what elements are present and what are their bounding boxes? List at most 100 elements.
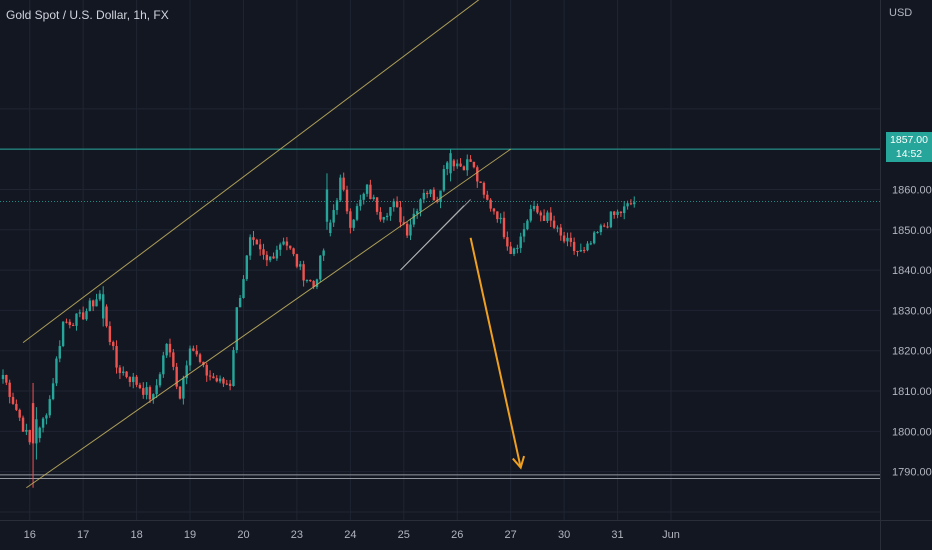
candle: [419, 198, 422, 217]
candle-body: [215, 378, 218, 382]
candle: [35, 407, 38, 460]
candle: [566, 232, 569, 247]
candle: [479, 181, 482, 184]
candle: [118, 365, 122, 380]
candle: [282, 237, 285, 246]
price-tick-label: 1790.00: [892, 467, 932, 479]
candle-body: [122, 371, 125, 373]
candle: [78, 309, 82, 318]
time-tick-label: 24: [344, 529, 356, 541]
candle: [255, 238, 259, 245]
candle: [613, 210, 616, 219]
candle: [536, 203, 539, 215]
candle: [592, 230, 596, 245]
candle: [482, 181, 486, 199]
candle: [142, 382, 145, 399]
candle: [579, 243, 583, 253]
candle-body: [613, 211, 616, 215]
candle: [208, 370, 212, 381]
candle: [91, 299, 95, 312]
candle-body: [362, 193, 365, 200]
candle-body: [592, 232, 596, 244]
candle: [132, 372, 135, 389]
candle: [395, 196, 399, 208]
candle-body: [138, 384, 142, 389]
candle-body: [225, 383, 228, 385]
candle-body: [35, 419, 38, 444]
candle: [516, 244, 519, 254]
candle: [439, 190, 442, 209]
candle: [606, 222, 609, 229]
candle-body: [446, 162, 449, 170]
time-tick-label: 31: [611, 529, 623, 541]
candle-body: [509, 246, 512, 254]
candle-body: [312, 281, 315, 287]
candle: [405, 221, 409, 239]
candle: [238, 295, 242, 308]
candle: [335, 198, 339, 215]
candle-body: [372, 197, 375, 199]
candle: [372, 194, 375, 201]
candle: [359, 194, 362, 211]
candle-body: [429, 189, 432, 195]
candle-body: [5, 375, 8, 383]
candle: [292, 247, 295, 257]
candle: [379, 207, 382, 222]
candle: [245, 254, 249, 282]
candle: [135, 374, 138, 388]
candle: [85, 308, 88, 321]
time-tick-label: 27: [505, 529, 517, 541]
candle-body: [272, 256, 275, 259]
candle: [329, 219, 332, 237]
candle: [242, 275, 245, 299]
candle: [355, 203, 359, 222]
candle-body: [616, 211, 619, 215]
candle-body: [352, 219, 355, 228]
candle: [25, 423, 28, 436]
candle-body: [175, 366, 178, 387]
candle-body: [626, 203, 629, 207]
candle-body: [375, 197, 379, 212]
candle: [472, 161, 476, 169]
candle: [456, 159, 459, 169]
candle: [102, 286, 105, 327]
candle: [125, 371, 128, 379]
candle-body: [606, 226, 609, 228]
candle: [432, 187, 436, 201]
candle-body: [456, 163, 459, 167]
candle: [429, 189, 432, 197]
candle: [155, 379, 158, 399]
candle-body: [155, 385, 158, 395]
candle: [272, 252, 275, 259]
candle-body: [65, 321, 68, 323]
candle: [98, 290, 102, 302]
candle-body: [579, 249, 583, 252]
candle-body: [623, 206, 626, 214]
candle-body: [128, 377, 132, 383]
candle-body: [188, 348, 192, 366]
currency-label[interactable]: USD: [889, 7, 913, 19]
candle: [603, 223, 606, 228]
candle-body: [342, 177, 345, 190]
candle-body: [292, 248, 295, 255]
candle: [289, 245, 292, 250]
grid-lines: [0, 0, 880, 520]
candle: [162, 351, 165, 378]
bar-countdown: 14:52: [895, 148, 923, 160]
candle-body: [95, 299, 98, 307]
candle-body: [232, 350, 235, 386]
candle-body: [586, 243, 589, 251]
candle-body: [539, 212, 542, 216]
candle-body: [238, 298, 242, 308]
time-tick-label: 18: [130, 529, 142, 541]
candle: [522, 222, 526, 243]
candle: [158, 372, 162, 388]
candle-body: [182, 378, 185, 399]
time-tick-label: 23: [291, 529, 303, 541]
candle-body: [355, 206, 359, 220]
candle: [375, 197, 379, 215]
candle-body: [21, 417, 25, 432]
candle-body: [115, 346, 118, 368]
candle: [81, 306, 85, 320]
